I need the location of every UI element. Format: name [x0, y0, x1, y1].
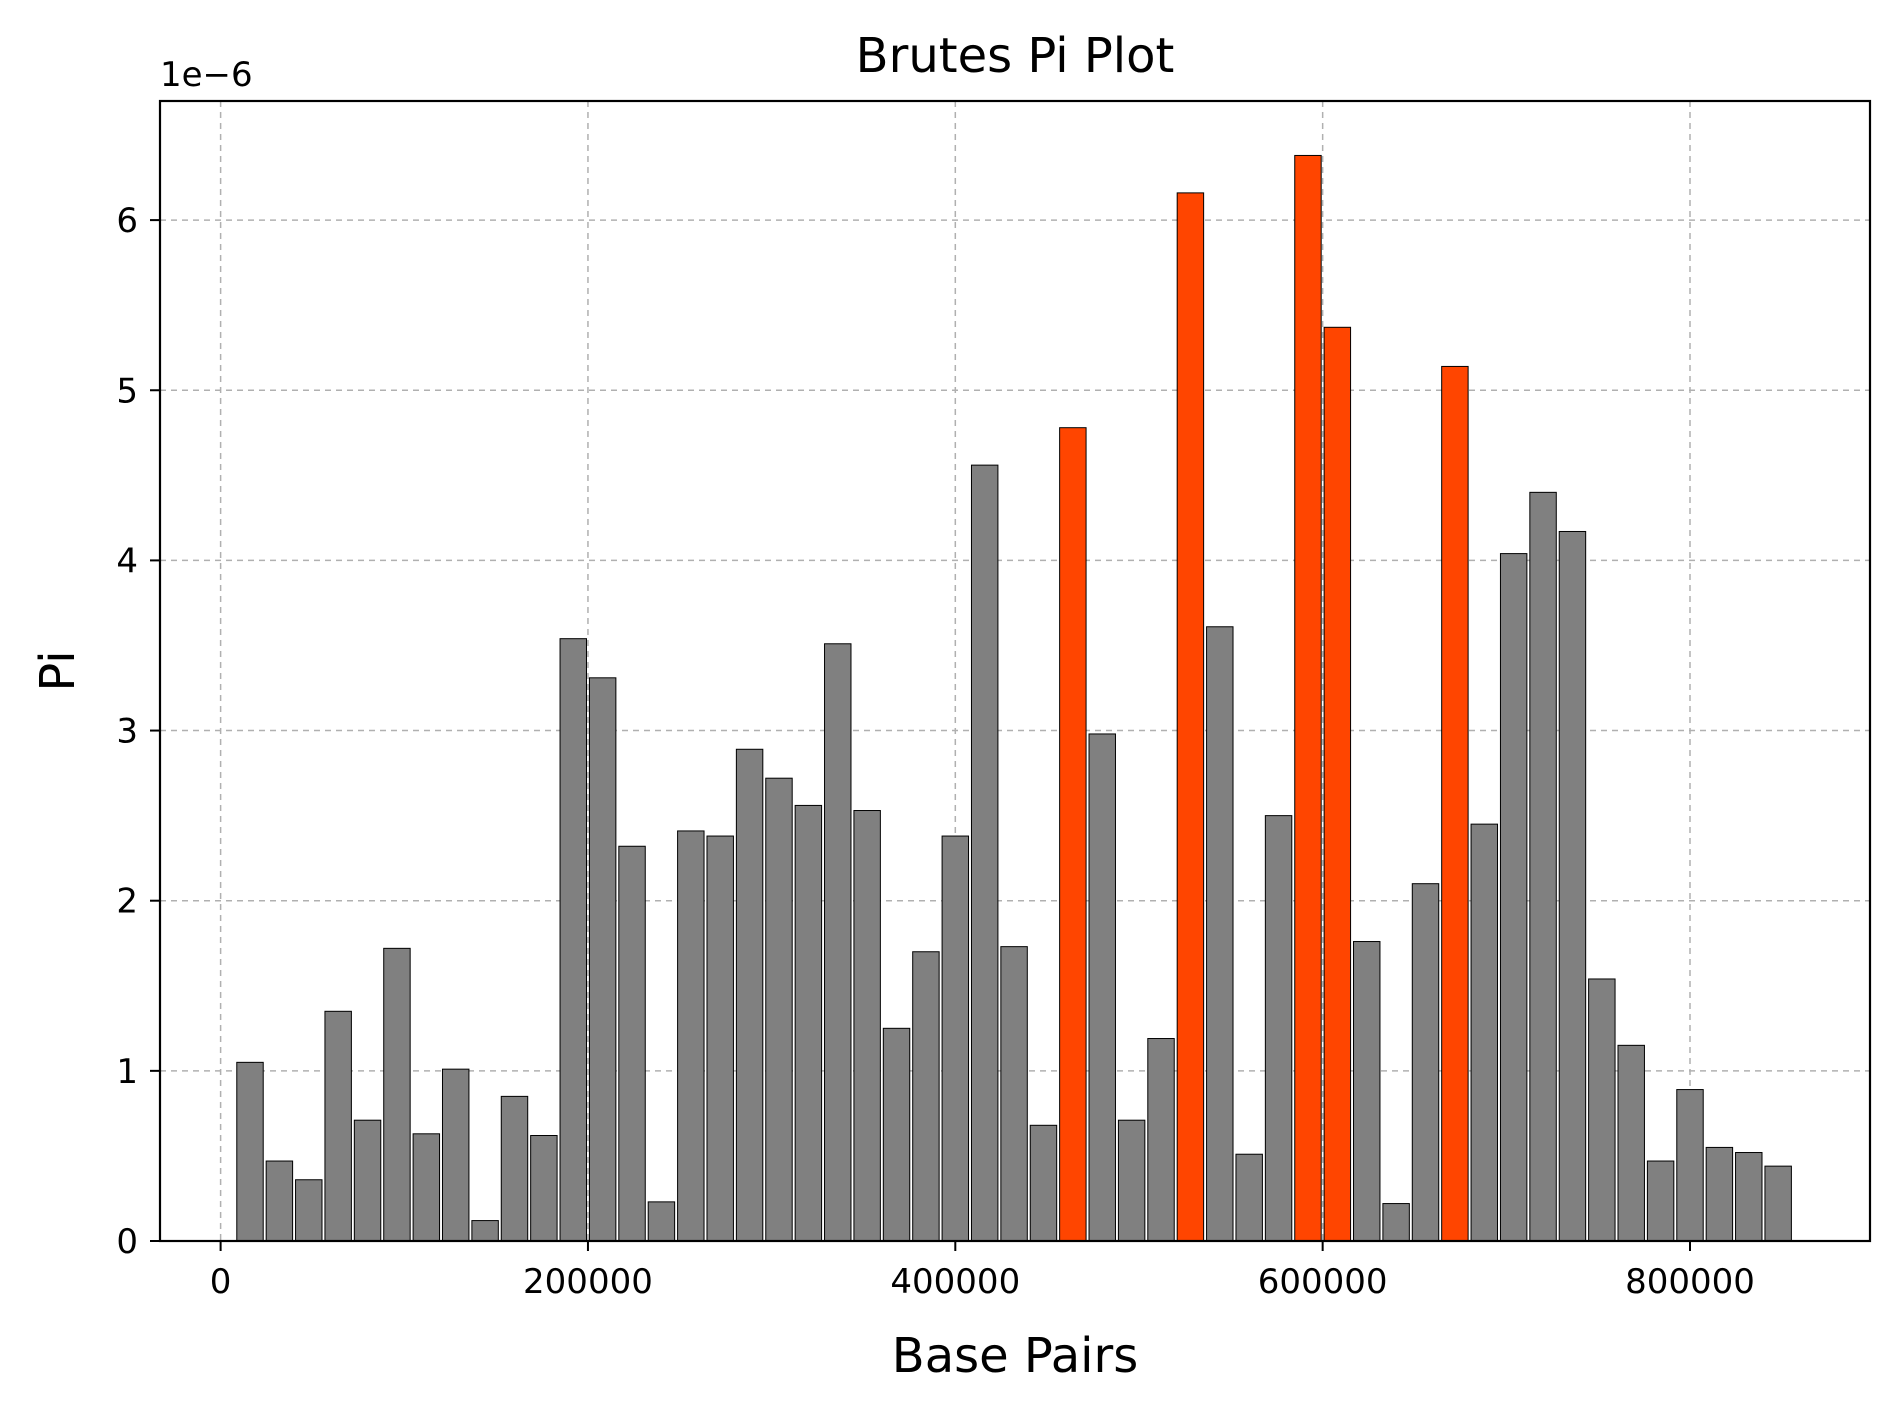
x-tick-label: 400000: [890, 1262, 1020, 1302]
bar: [1382, 1203, 1410, 1242]
bar: [1588, 978, 1616, 1242]
bars: [236, 154, 1792, 1242]
bar: [1646, 1160, 1675, 1242]
bar-highlighted: [1441, 365, 1469, 1242]
bar: [1764, 1165, 1792, 1242]
chart-title: Brutes Pi Plot: [856, 28, 1175, 84]
y-tick-label: 6: [116, 201, 138, 241]
y-tick-label: 2: [116, 882, 138, 922]
plot-frame: [158, 99, 1872, 1243]
bar: [1029, 1124, 1058, 1242]
bar-highlighted: [1323, 326, 1352, 1242]
bar-highlighted: [1059, 427, 1087, 1242]
bar: [824, 643, 852, 1242]
bar: [794, 804, 823, 1242]
bar: [471, 1220, 499, 1242]
y-tick-label: 0: [116, 1222, 138, 1262]
bar: [970, 464, 999, 1242]
bar: [441, 1068, 470, 1242]
bar: [1264, 815, 1293, 1242]
x-axis-label: Base Pairs: [892, 1328, 1138, 1384]
y-axis-offset-label: 1e−6: [160, 55, 253, 95]
axis-ticks: 0 200000 400000 600000 800000 0 1 2 3 4 5 6: [116, 201, 1755, 1302]
bar: [559, 638, 587, 1242]
bar: [1735, 1152, 1763, 1242]
bar: [295, 1179, 323, 1242]
bar: [1353, 941, 1381, 1242]
bar: [1705, 1146, 1734, 1242]
bar: [677, 830, 705, 1242]
y-tick-label: 1: [116, 1052, 138, 1092]
bar: [882, 1027, 911, 1242]
bar: [1676, 1089, 1704, 1242]
bar: [1206, 626, 1234, 1242]
bar: [1529, 491, 1557, 1242]
bar: [853, 810, 881, 1242]
bar-highlighted: [1294, 154, 1322, 1242]
y-axis-label: Pi: [30, 650, 86, 691]
bar: [1000, 946, 1028, 1242]
y-tick-label: 3: [116, 712, 138, 752]
bar: [765, 777, 793, 1242]
x-tick-label: 600000: [1258, 1262, 1388, 1302]
bar: [1117, 1119, 1146, 1242]
x-tick-label: 200000: [523, 1262, 653, 1302]
bar: [1147, 1038, 1175, 1242]
bar: [735, 748, 764, 1242]
bar: [941, 835, 970, 1242]
bar: [324, 1010, 352, 1242]
bar: [1470, 823, 1499, 1242]
bar: [647, 1201, 676, 1242]
y-tick-label: 5: [116, 371, 138, 411]
bar: [353, 1119, 382, 1242]
bar: [265, 1160, 294, 1242]
bar: [383, 947, 411, 1242]
bar: [1499, 553, 1528, 1242]
bar: [500, 1095, 529, 1242]
bar: [1558, 530, 1587, 1242]
y-tick-label: 4: [116, 541, 138, 581]
bar: [1088, 733, 1116, 1242]
bar: [618, 845, 646, 1242]
bar: [236, 1061, 264, 1242]
bar: [1617, 1044, 1645, 1242]
x-tick-label: 0: [210, 1262, 232, 1302]
bar: [706, 835, 734, 1242]
bar: [588, 677, 617, 1242]
x-tick-label: 800000: [1625, 1262, 1755, 1302]
bar: [1235, 1153, 1263, 1242]
bar: [1411, 883, 1440, 1242]
bar: [912, 951, 940, 1242]
bar: [412, 1133, 441, 1242]
bar-highlighted: [1176, 192, 1205, 1242]
bar: [530, 1135, 558, 1242]
